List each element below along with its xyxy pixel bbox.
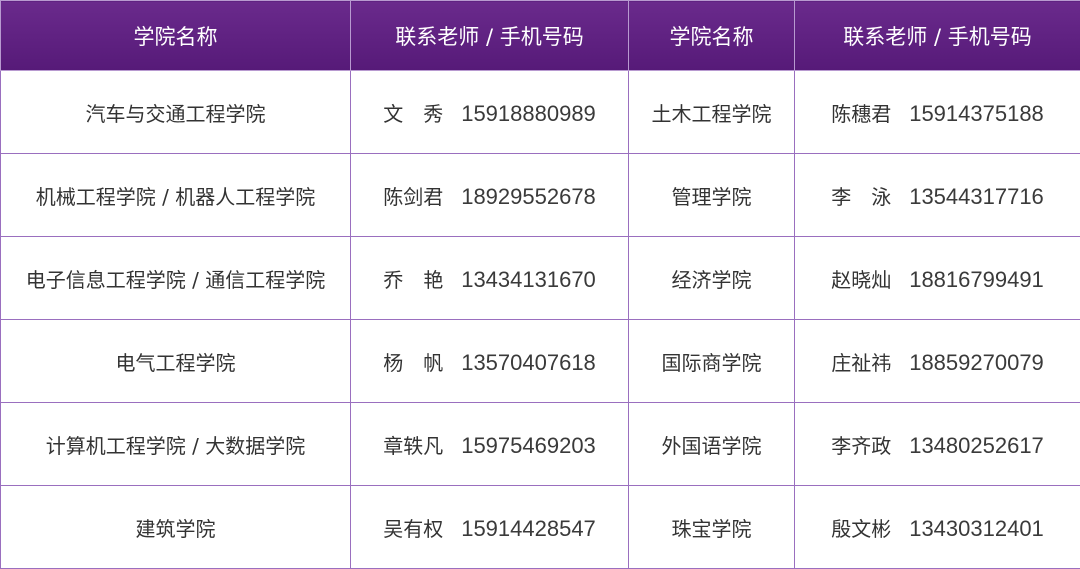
college-name: 电气工程学院 bbox=[1, 320, 351, 403]
phone-number: 18816799491 bbox=[909, 267, 1044, 293]
college-name: 经济学院 bbox=[629, 237, 795, 320]
college-name: 电子信息工程学院 / 通信工程学院 bbox=[1, 237, 351, 320]
header-college-name: 学院名称 bbox=[1, 1, 351, 71]
teacher-name: 赵晓灿 bbox=[831, 264, 909, 293]
teacher-name: 陈穗君 bbox=[831, 98, 909, 127]
teacher-name: 李 泳 bbox=[831, 181, 909, 210]
teacher-name: 李齐政 bbox=[831, 430, 909, 459]
phone-number: 15914428547 bbox=[461, 516, 596, 542]
college-name: 珠宝学院 bbox=[629, 486, 795, 569]
teacher-name: 章轶凡 bbox=[383, 430, 461, 459]
college-name: 管理学院 bbox=[629, 154, 795, 237]
teacher-name: 殷文彬 bbox=[831, 513, 909, 542]
college-name: 计算机工程学院 / 大数据学院 bbox=[1, 403, 351, 486]
teacher-name: 庄祉祎 bbox=[831, 347, 909, 376]
header-contact: 联系老师 / 手机号码 bbox=[795, 1, 1080, 71]
phone-number: 13430312401 bbox=[909, 516, 1044, 542]
teacher-name: 文 秀 bbox=[383, 98, 461, 127]
phone-number: 15975469203 bbox=[461, 433, 596, 459]
college-name: 建筑学院 bbox=[1, 486, 351, 569]
college-name: 国际商学院 bbox=[629, 320, 795, 403]
phone-number: 13480252617 bbox=[909, 433, 1044, 459]
phone-number: 13570407618 bbox=[461, 350, 596, 376]
teacher-name: 吴有权 bbox=[383, 513, 461, 542]
college-name: 汽车与交通工程学院 bbox=[1, 71, 351, 154]
college-name: 土木工程学院 bbox=[629, 71, 795, 154]
header-college-name: 学院名称 bbox=[629, 1, 795, 71]
college-name: 机械工程学院 / 机器人工程学院 bbox=[1, 154, 351, 237]
header-row: 学院名称 联系老师 / 手机号码 学院名称 联系老师 / 手机号码 bbox=[1, 1, 1080, 71]
phone-number: 13544317716 bbox=[909, 184, 1044, 210]
phone-number: 18929552678 bbox=[461, 184, 596, 210]
header-contact: 联系老师 / 手机号码 bbox=[351, 1, 629, 71]
phone-number: 18859270079 bbox=[909, 350, 1044, 376]
college-name: 外国语学院 bbox=[629, 403, 795, 486]
teacher-name: 乔 艳 bbox=[383, 264, 461, 293]
phone-number: 15918880989 bbox=[461, 101, 596, 127]
phone-number: 15914375188 bbox=[909, 101, 1044, 127]
phone-number: 13434131670 bbox=[461, 267, 596, 293]
teacher-name: 杨 帆 bbox=[383, 347, 461, 376]
teacher-name: 陈剑君 bbox=[383, 181, 461, 210]
